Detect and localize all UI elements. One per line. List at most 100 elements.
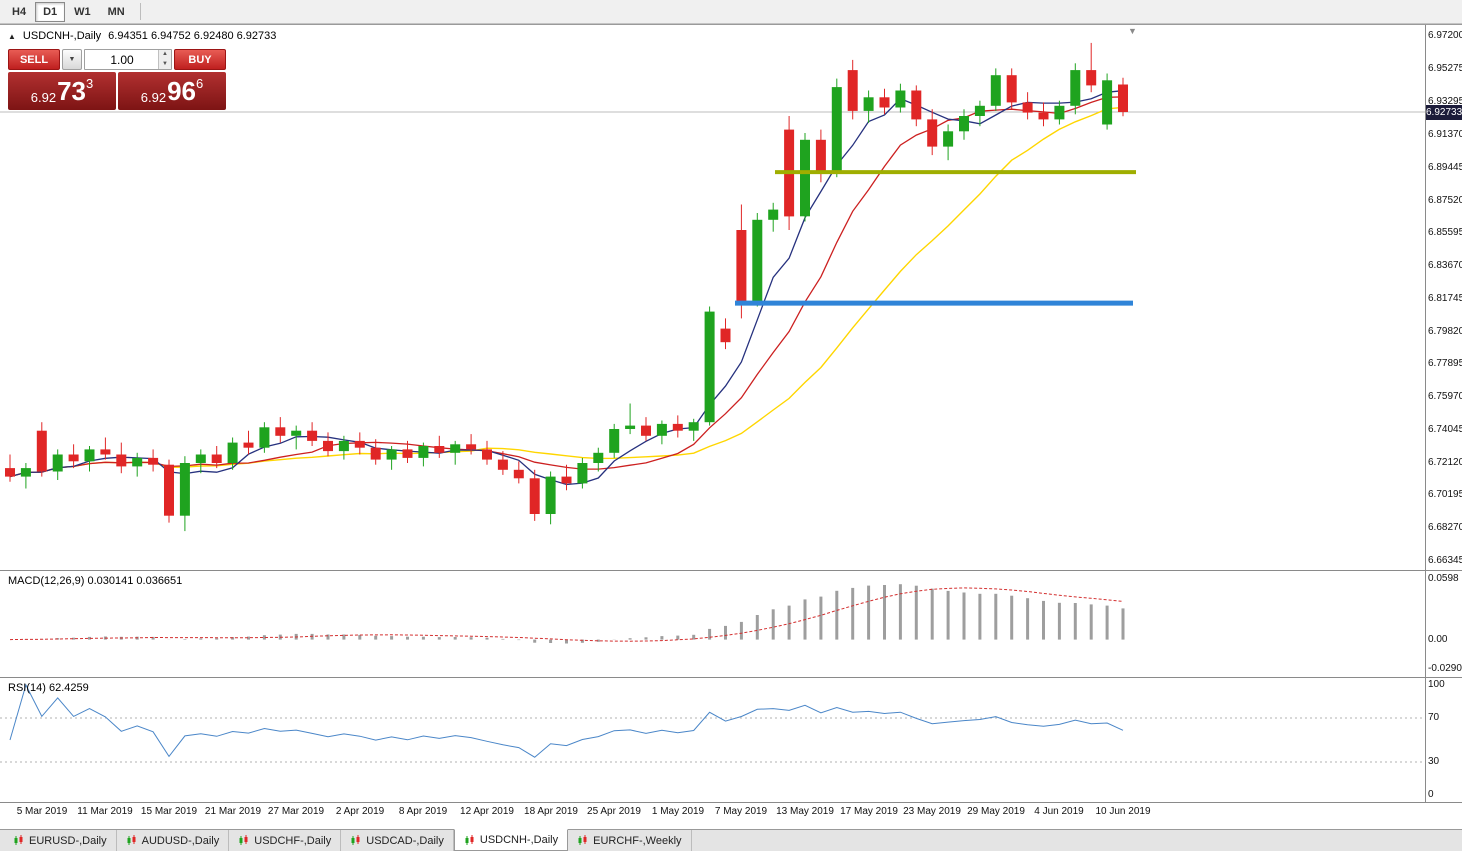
current-price-badge: 6.92733 bbox=[1426, 105, 1462, 120]
candle bbox=[52, 449, 63, 480]
volume-dropdown[interactable]: ▼ bbox=[62, 49, 82, 70]
candle bbox=[259, 422, 270, 453]
candle bbox=[704, 306, 715, 426]
rsi-panel[interactable] bbox=[0, 678, 1425, 802]
candle bbox=[577, 457, 588, 489]
price-axis-separator bbox=[1425, 25, 1426, 802]
chart-tab-eurusd-daily[interactable]: EURUSD-,Daily bbox=[4, 830, 117, 851]
candle bbox=[688, 418, 699, 441]
candle bbox=[243, 430, 254, 455]
candlestick-plot[interactable] bbox=[0, 25, 1425, 569]
ask-price-tile[interactable]: 6.92 96 6 bbox=[118, 72, 226, 110]
volume-input[interactable] bbox=[85, 50, 171, 69]
candlestick-chart-icon bbox=[127, 835, 136, 845]
candle bbox=[672, 415, 683, 438]
candle bbox=[1022, 92, 1033, 120]
chart-tab-usdchf-daily[interactable]: USDCHF-,Daily bbox=[229, 830, 342, 851]
toolbar-divider bbox=[139, 3, 141, 20]
macd-histogram bbox=[24, 584, 1125, 644]
candle bbox=[20, 463, 31, 489]
candle bbox=[338, 435, 349, 460]
chart-tab-eurchf-weekly[interactable]: EURCHF-,Weekly bbox=[568, 830, 692, 851]
timeframe-button-h4[interactable]: H4 bbox=[4, 2, 34, 22]
rsi-header: RSI(14) 62.4259 bbox=[8, 682, 89, 694]
price-axis-label: 6.93295 bbox=[1428, 96, 1462, 107]
candle bbox=[434, 435, 445, 458]
chart-window: ▲ USDCNH-,Daily 6.94351 6.94752 6.92480 … bbox=[0, 24, 1462, 829]
candle bbox=[386, 446, 397, 470]
candle bbox=[815, 129, 826, 183]
candlestick-chart-icon bbox=[578, 835, 587, 845]
macd-panel[interactable] bbox=[0, 571, 1425, 676]
candle bbox=[402, 440, 413, 463]
sell-button[interactable]: SELL bbox=[8, 49, 60, 70]
price-axis-label: 6.75970 bbox=[1428, 391, 1462, 402]
timeframe-toolbar: H4 D1 W1 MN bbox=[0, 0, 1462, 24]
candle bbox=[768, 202, 779, 232]
date-axis-label: 7 May 2019 bbox=[714, 806, 768, 817]
timeframe-button-d1[interactable]: D1 bbox=[35, 1, 66, 22]
timeframe-button-mn[interactable]: MN bbox=[100, 2, 133, 22]
candle bbox=[545, 471, 556, 525]
rsi-axis-label: 30 bbox=[1428, 756, 1440, 767]
candle bbox=[450, 440, 461, 465]
buy-button[interactable]: BUY bbox=[174, 49, 226, 70]
candlestick-chart-icon bbox=[465, 834, 474, 845]
one-click-collapse-icon[interactable]: ▲ bbox=[8, 31, 16, 41]
candle bbox=[36, 422, 47, 477]
macd-header: MACD(12,26,9) 0.030141 0.036651 bbox=[8, 575, 183, 587]
macd-signal-line bbox=[9, 587, 1124, 642]
chart-tab-usdcnh-daily[interactable]: USDCNH-,Daily bbox=[453, 829, 569, 851]
panel-splitter-rsi[interactable] bbox=[0, 677, 1462, 678]
candle bbox=[609, 423, 620, 458]
bid-price-big: 73 bbox=[57, 76, 86, 106]
date-axis-label: 23 May 2019 bbox=[903, 806, 961, 817]
macd-axis-label: 0.0598 bbox=[1428, 573, 1459, 584]
candle bbox=[736, 204, 747, 319]
date-axis-label: 17 May 2019 bbox=[840, 806, 898, 817]
price-axis-label: 6.81745 bbox=[1428, 293, 1462, 304]
chart-tab-audusd-daily[interactable]: AUDUSD-,Daily bbox=[116, 830, 230, 851]
panel-splitter-macd[interactable] bbox=[0, 570, 1462, 571]
candle bbox=[593, 447, 604, 472]
candle bbox=[625, 403, 636, 435]
candle bbox=[641, 417, 651, 441]
rsi-axis-label: 100 bbox=[1428, 679, 1445, 690]
chart-tab-usdcad-daily[interactable]: USDCAD-,Daily bbox=[341, 830, 454, 851]
bid-price-tile[interactable]: 6.92 73 3 bbox=[8, 72, 116, 110]
date-axis-label: 2 Apr 2019 bbox=[335, 806, 385, 817]
date-axis-label: 21 Mar 2019 bbox=[204, 806, 262, 817]
chart-tab-label: USDCAD-,Daily bbox=[366, 834, 444, 847]
ma-fast-line bbox=[9, 90, 1124, 486]
candle bbox=[482, 440, 492, 465]
candle bbox=[418, 442, 429, 467]
ma-slow-line bbox=[9, 106, 1124, 478]
candle bbox=[847, 59, 858, 120]
candle bbox=[1070, 63, 1081, 115]
candle bbox=[5, 454, 15, 482]
bid-price-prefix: 6.92 bbox=[30, 90, 57, 105]
candle bbox=[561, 464, 572, 491]
date-axis-label: 8 Apr 2019 bbox=[398, 806, 448, 817]
macd-axis-label: 0.00 bbox=[1428, 634, 1448, 645]
spin-up-icon[interactable]: ▲ bbox=[159, 50, 171, 60]
spin-down-icon[interactable]: ▼ bbox=[159, 59, 171, 69]
price-axis-label: 6.89445 bbox=[1428, 162, 1462, 173]
candle bbox=[164, 459, 174, 523]
candle bbox=[1118, 77, 1128, 117]
price-axis-label: 6.70195 bbox=[1428, 489, 1462, 500]
timeframe-button-w1[interactable]: W1 bbox=[66, 2, 99, 22]
date-axis-label: 4 Jun 2019 bbox=[1034, 806, 1084, 817]
candle bbox=[1006, 68, 1017, 110]
chart-tab-label: USDCHF-,Daily bbox=[254, 834, 332, 847]
price-axis-label: 6.83670 bbox=[1428, 260, 1462, 271]
price-axis-label: 6.79820 bbox=[1428, 326, 1462, 337]
ask-price-pipette: 6 bbox=[196, 76, 204, 91]
candle bbox=[323, 432, 333, 457]
candle bbox=[307, 422, 318, 446]
candle bbox=[529, 469, 540, 521]
rsi-axis-label: 70 bbox=[1428, 712, 1440, 723]
ask-price-big: 96 bbox=[167, 76, 196, 106]
candle bbox=[863, 90, 874, 123]
candle bbox=[656, 420, 667, 445]
